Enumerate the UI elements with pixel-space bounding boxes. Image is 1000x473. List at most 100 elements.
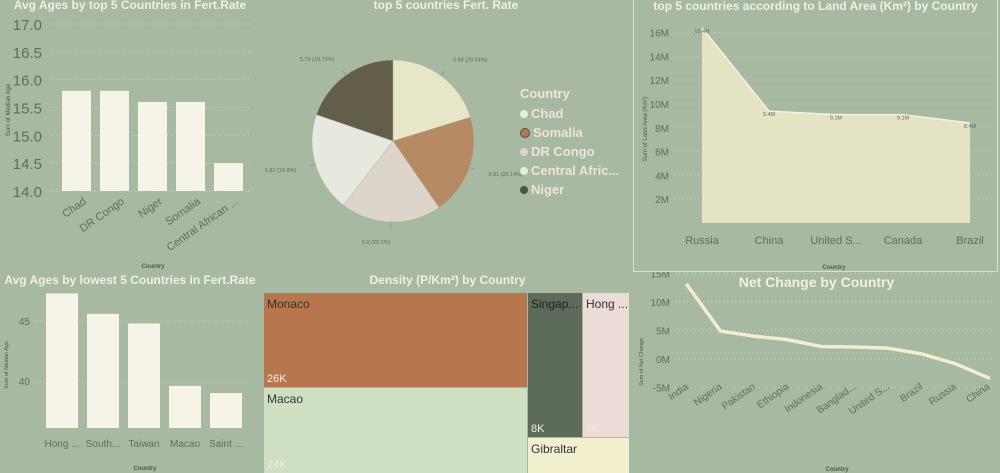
tile-label: Macao	[267, 392, 304, 406]
lowest5-median-age-chart[interactable]: Avg Ages by lowest 5 Countries in Fert.R…	[0, 270, 260, 473]
treemap-tile[interactable]: Monaco 26K	[264, 293, 527, 387]
legend-title: Country	[520, 86, 570, 101]
x-tick-label: Niger	[136, 195, 165, 220]
x-tick-label: Hong ...	[44, 439, 79, 450]
x-tick-label: South...	[86, 439, 120, 450]
legend-item[interactable]: Niger	[520, 180, 619, 199]
pie-plot: 5.94 (20.24%) 5.91 (20.14%) 5.9 (20.1%) 5.8…	[265, 57, 523, 246]
pie-slice[interactable]	[343, 140, 440, 223]
bar[interactable]	[128, 323, 160, 428]
y-axis-label: Sum of Median Age	[6, 83, 12, 136]
tile-label: Singap...	[531, 297, 579, 311]
x-axis-label: Country	[826, 467, 850, 473]
data-label: 9.1M	[830, 116, 843, 122]
x-axis-label: Country	[823, 265, 847, 271]
treemap-tile[interactable]: Singap... 8K	[528, 293, 582, 437]
legend-marker-icon	[520, 147, 528, 156]
x-tick-label: Saint ...	[209, 439, 243, 450]
y-tick-label: 14.5	[13, 156, 42, 173]
area-fill	[702, 27, 970, 224]
data-label: 16.4M	[694, 29, 710, 35]
x-tick-label: Brazil	[898, 381, 925, 404]
data-label: 9.4M	[763, 112, 776, 118]
bar[interactable]	[176, 101, 205, 191]
y-tick-label: 16.0	[13, 73, 42, 90]
y-tick-label: 8M	[655, 124, 669, 135]
y-tick-label: 10M	[651, 298, 670, 309]
line-series[interactable]	[685, 283, 991, 380]
x-tick-label: Taiwan	[128, 439, 159, 450]
treemap-tile[interactable]: Macao 24K	[264, 388, 527, 473]
legend-marker-icon	[520, 166, 528, 175]
pie-slice[interactable]	[392, 116, 475, 208]
fert-rate-pie-chart[interactable]: top 5 countries Fert. Rate 5.94 (20.24%)…	[260, 0, 632, 270]
tile-value: 26K	[267, 373, 287, 385]
treemap-tile[interactable]: Hong ... 7K	[583, 293, 629, 437]
y-tick-label: 15M	[651, 272, 670, 281]
data-label: 9.1M	[897, 116, 910, 122]
x-tick-label: Canada	[884, 235, 923, 247]
bar[interactable]	[169, 385, 201, 428]
y-tick-label: 4M	[655, 171, 669, 182]
top5-median-age-chart[interactable]: Avg Ages by top 5 Countries in Fert.Rate…	[0, 0, 260, 270]
pie-slice[interactable]	[392, 59, 471, 142]
legend-label: Somalia	[533, 125, 583, 140]
y-tick-label: 17.0	[13, 17, 42, 34]
x-tick-label: Central African ...	[165, 196, 241, 254]
legend-item[interactable]: Somalia	[520, 123, 619, 142]
chart-title: top 5 countries according to Land Area (…	[653, 0, 978, 13]
y-tick-label: 15.5	[13, 101, 42, 118]
pie-legend: Country Chad Somalia DR Congo Central Afric…	[520, 86, 619, 199]
bar[interactable]	[46, 293, 78, 428]
y-tick-label: 40	[19, 377, 31, 388]
bar[interactable]	[62, 90, 91, 191]
legend-label: Central Afric...	[531, 163, 620, 178]
y-tick-label: 45	[19, 317, 31, 328]
legend-item[interactable]: DR Congo	[520, 142, 619, 161]
data-label: 8.4M	[964, 124, 977, 130]
y-tick-label: 15.0	[13, 128, 42, 145]
area-line	[701, 27, 971, 124]
bar[interactable]	[210, 393, 242, 428]
y-tick-label: 5M	[656, 327, 670, 338]
legend-label: Niger	[531, 182, 565, 197]
y-tick-label: -5M	[653, 384, 670, 395]
y-tick-label: 14M	[650, 52, 669, 63]
legend-item[interactable]: Chad	[520, 104, 619, 123]
bar[interactable]	[214, 163, 243, 191]
y-tick-label: 10M	[650, 100, 669, 111]
legend-item[interactable]: Central Afric...	[520, 161, 619, 180]
net-change-chart[interactable]: Net Change by Country -5M 0M 5M 10M 15M India…	[633, 272, 1000, 473]
y-tick-label: 0M	[656, 355, 670, 366]
treemap-tile[interactable]: Gibraltar	[528, 438, 629, 473]
tile-label: Monaco	[267, 297, 310, 311]
land-area-chart[interactable]: top 5 countries according to Land Area (…	[633, 0, 998, 272]
y-axis-label: Sum of Median Age	[4, 341, 10, 389]
pie-slice[interactable]	[316, 59, 394, 142]
pie-data-label: 5.79 (19.73%)	[300, 57, 335, 63]
y-tick-label: 2M	[655, 195, 669, 206]
chart-title: Avg Ages by top 5 Countries in Fert.Rate	[13, 0, 247, 12]
y-tick-label: 14.0	[13, 184, 42, 201]
legend-marker-icon	[520, 127, 530, 138]
x-tick-label: Pakistan	[720, 381, 758, 412]
tile-label: Gibraltar	[531, 442, 578, 456]
legend-label: DR Congo	[531, 144, 595, 159]
pie-data-label: 5.9 (20.1%)	[362, 240, 391, 246]
legend-marker-icon	[520, 185, 528, 194]
bar[interactable]	[100, 90, 129, 191]
legend-marker-icon	[520, 109, 528, 118]
x-axis-label: Country	[142, 264, 166, 270]
tile-value: 7K	[586, 423, 600, 435]
bar[interactable]	[138, 101, 167, 191]
density-treemap[interactable]: Density (P/Km²) by Country Monaco 26K Maca…	[260, 270, 635, 473]
y-tick-label: 12M	[650, 76, 669, 87]
x-tick-label: United S...	[810, 235, 861, 247]
tile-value: 24K	[267, 459, 287, 471]
pie-slice[interactable]	[311, 114, 394, 206]
x-tick-label: Brazil	[956, 235, 984, 247]
x-tick-label: Russia	[927, 381, 959, 408]
y-axis-label: Sum of Land Area (Km²)	[643, 97, 649, 162]
bar[interactable]	[87, 313, 119, 428]
